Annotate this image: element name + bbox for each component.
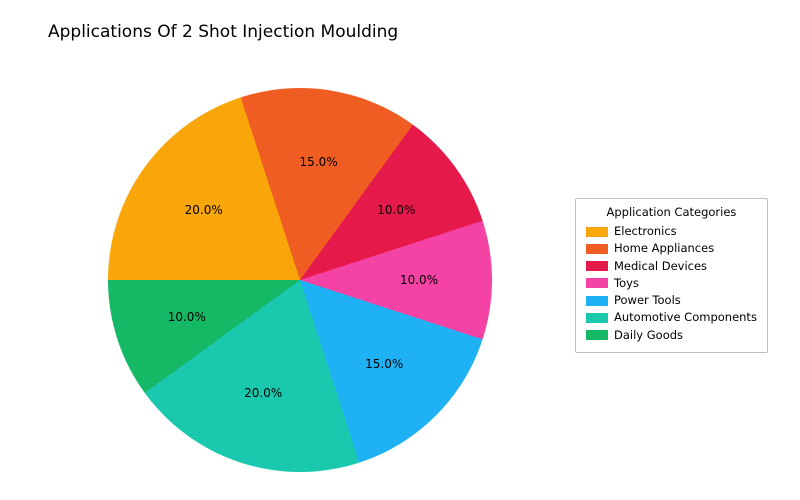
- legend-label: Medical Devices: [614, 258, 707, 275]
- legend-swatch: [586, 330, 608, 340]
- legend-item: Electronics: [586, 223, 757, 240]
- legend-label: Power Tools: [614, 292, 681, 309]
- legend-swatch: [586, 278, 608, 288]
- legend-item: Power Tools: [586, 292, 757, 309]
- legend-item: Home Appliances: [586, 240, 757, 257]
- legend-swatch: [586, 296, 608, 306]
- slice-label: 10.0%: [400, 273, 438, 287]
- legend-item: Toys: [586, 275, 757, 292]
- chart-title: Applications Of 2 Shot Injection Mouldin…: [48, 22, 398, 42]
- figure: Applications Of 2 Shot Injection Mouldin…: [0, 0, 800, 500]
- legend-label: Toys: [614, 275, 639, 292]
- legend-swatch: [586, 261, 608, 271]
- legend-item: Daily Goods: [586, 327, 757, 344]
- slice-label: 15.0%: [300, 155, 338, 169]
- pie-chart: 20.0% 15.0% 10.0% 10.0% 15.0% 20.0% 10.0%: [108, 88, 492, 472]
- legend-swatch: [586, 244, 608, 254]
- legend-title: Application Categories: [586, 205, 757, 219]
- slice-label: 15.0%: [365, 357, 403, 371]
- legend-item: Medical Devices: [586, 258, 757, 275]
- legend-label: Home Appliances: [614, 240, 714, 257]
- legend-label: Electronics: [614, 223, 677, 240]
- legend-swatch: [586, 227, 608, 237]
- legend-label: Automotive Components: [614, 309, 757, 326]
- legend-label: Daily Goods: [614, 327, 683, 344]
- slice-label: 20.0%: [185, 203, 223, 217]
- slice-label: 10.0%: [377, 203, 415, 217]
- legend: Application Categories ElectronicsHome A…: [575, 198, 768, 353]
- slice-label: 20.0%: [244, 386, 282, 400]
- legend-swatch: [586, 313, 608, 323]
- legend-item: Automotive Components: [586, 309, 757, 326]
- slice-label: 10.0%: [168, 310, 206, 324]
